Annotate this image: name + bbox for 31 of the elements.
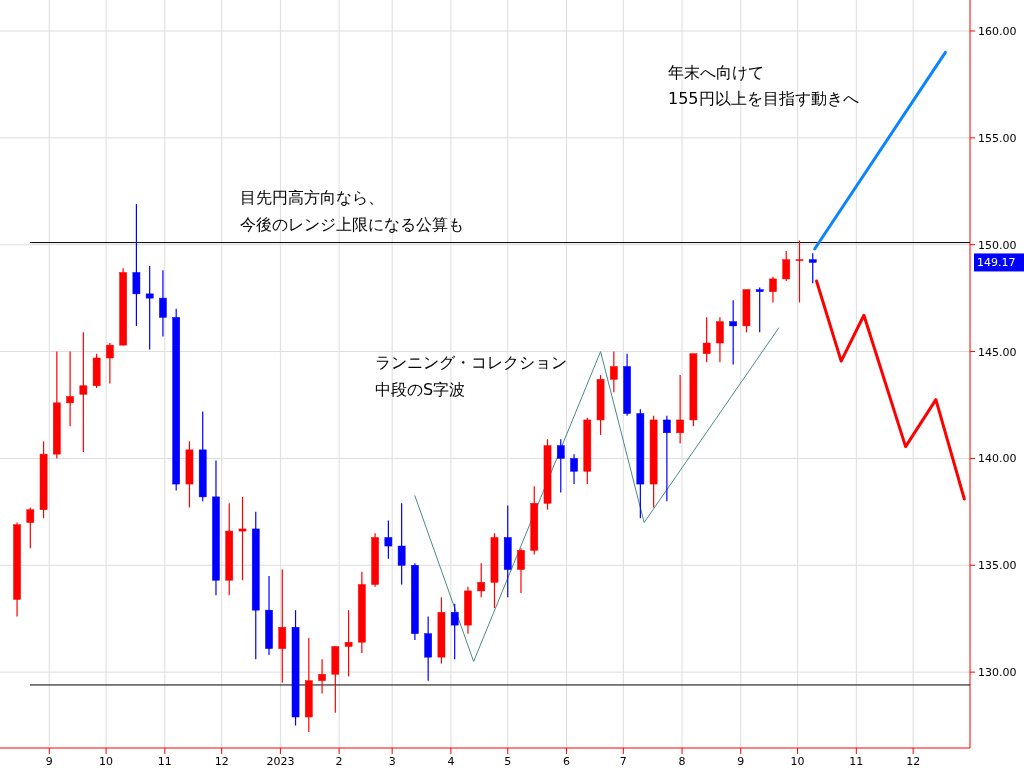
x-tick-label: 12 [214, 755, 229, 768]
annotation: ランニング・コレクション [375, 353, 567, 372]
annotation: 155円以上を目指す動きへ [668, 89, 859, 108]
x-tick-label: 9 [737, 755, 745, 768]
annotation: 中段のS字波 [375, 380, 466, 399]
y-tick-label: 130.00 [978, 666, 1017, 680]
y-tick-label: 160.00 [978, 24, 1017, 38]
x-tick-label: 4 [447, 755, 455, 768]
x-tick-label: 2023 [266, 755, 295, 768]
x-tick-label: 9 [45, 755, 53, 768]
x-tick-label: 2 [335, 755, 343, 768]
annotation: 目先円高方向なら、 [240, 188, 384, 207]
text: 149.17 [977, 256, 1016, 270]
line-series [815, 279, 966, 501]
x-tick-label: 12 [906, 755, 921, 768]
x-tick-label: 5 [504, 755, 512, 768]
y-tick-label: 150.00 [978, 238, 1017, 252]
x-tick-label: 6 [562, 755, 570, 768]
x-tick-label: 3 [388, 755, 396, 768]
x-tick-label: 8 [678, 755, 686, 768]
x-tick-label: 11 [157, 755, 172, 768]
x-tick-label: 10 [790, 755, 805, 768]
y-tick-label: 155.00 [978, 131, 1017, 145]
y-tick-label: 145.00 [978, 345, 1017, 359]
y-tick-label: 140.00 [978, 452, 1017, 466]
annotation: 年末へ向けて [668, 63, 764, 82]
annotation: 今後のレンジ上限になる公算も [240, 215, 464, 234]
x-tick-label: 10 [99, 755, 114, 768]
x-tick-label: 11 [849, 755, 864, 768]
y-tick-label: 135.00 [978, 559, 1017, 573]
x-tick-label: 7 [619, 755, 627, 768]
